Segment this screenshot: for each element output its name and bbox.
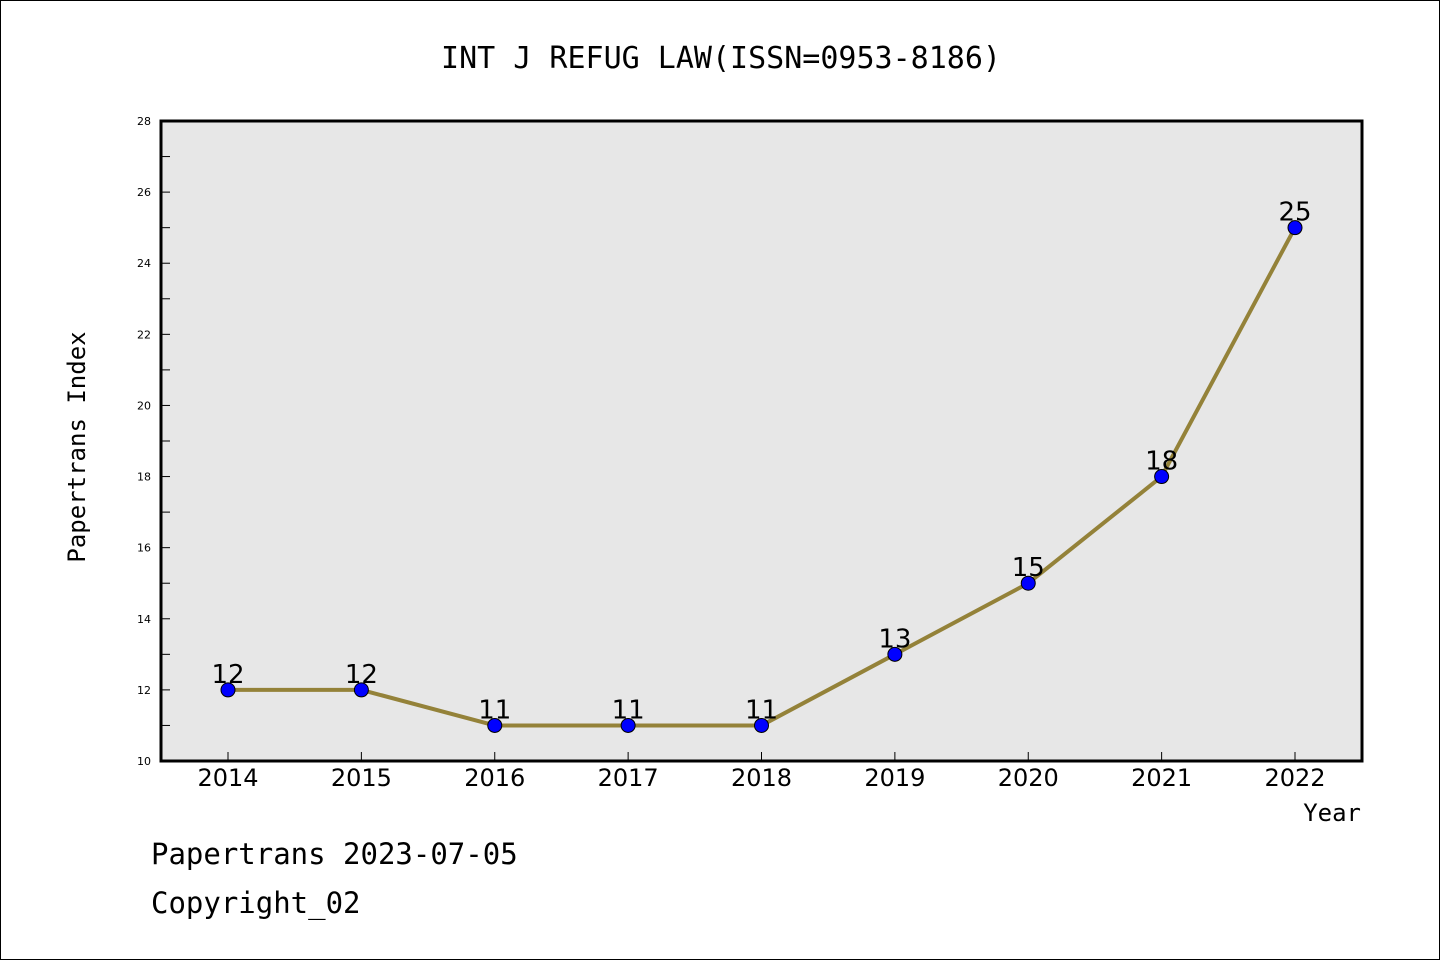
y-axis: 10 12 14 16 18 20 22 24 26 28	[137, 115, 170, 768]
chart-title: INT J REFUG LAW(ISSN=0953-8186)	[441, 41, 1001, 76]
data-label: 18	[1145, 447, 1178, 477]
x-axis: 2014 2015 2016 2017 2018 2019 2020 2021 2022	[197, 752, 1326, 792]
y-tick-label: 12	[137, 684, 151, 697]
y-tick-label: 16	[137, 542, 151, 555]
y-axis-label: Papertrans Index	[63, 331, 91, 562]
x-tick-label: 2019	[864, 764, 925, 792]
y-tick-label: 24	[137, 257, 151, 270]
x-tick-label: 2014	[197, 764, 258, 792]
data-point-marker	[620, 717, 636, 733]
data-point-marker	[220, 682, 236, 698]
data-point-marker	[487, 717, 503, 733]
y-tick-label: 10	[137, 755, 151, 768]
plot-area	[159, 119, 1364, 763]
data-label: 12	[345, 660, 378, 690]
data-labels: 12 12 11 11 11 13 15 18 25	[211, 198, 1311, 726]
x-tick-label: 2020	[998, 764, 1059, 792]
x-tick-label: 2022	[1264, 764, 1325, 792]
y-tick-label: 18	[137, 471, 151, 484]
data-label: 11	[745, 695, 778, 725]
x-axis-label: Year	[1303, 799, 1361, 827]
data-point-marker	[754, 717, 769, 733]
series-layer	[220, 220, 1303, 733]
data-point-marker	[353, 682, 369, 698]
data-label: 25	[1278, 198, 1311, 228]
x-tick-label: 2016	[464, 764, 525, 792]
y-tick-label: 28	[137, 115, 151, 128]
data-point-marker	[1020, 575, 1036, 591]
data-label: 12	[211, 660, 244, 690]
y-tick-label: 26	[137, 186, 151, 199]
y-tick-label: 22	[137, 328, 151, 341]
x-tick-label: 2017	[598, 764, 659, 792]
y-tick-label: 14	[137, 613, 151, 626]
data-label: 15	[1012, 553, 1045, 583]
data-label: 11	[478, 695, 511, 725]
x-tick-label: 2018	[731, 764, 792, 792]
data-point-marker	[1154, 469, 1170, 485]
data-point-marker	[887, 646, 903, 662]
footer-copyright-text: Copyright_02	[151, 886, 361, 920]
y-tick-label: 20	[137, 399, 151, 412]
x-tick-label: 2021	[1131, 764, 1192, 792]
footer-date-text: Papertrans 2023-07-05	[151, 837, 518, 871]
data-label: 13	[878, 624, 911, 654]
data-label: 11	[612, 695, 645, 725]
x-tick-label: 2015	[331, 764, 392, 792]
data-point-marker	[1287, 220, 1303, 236]
